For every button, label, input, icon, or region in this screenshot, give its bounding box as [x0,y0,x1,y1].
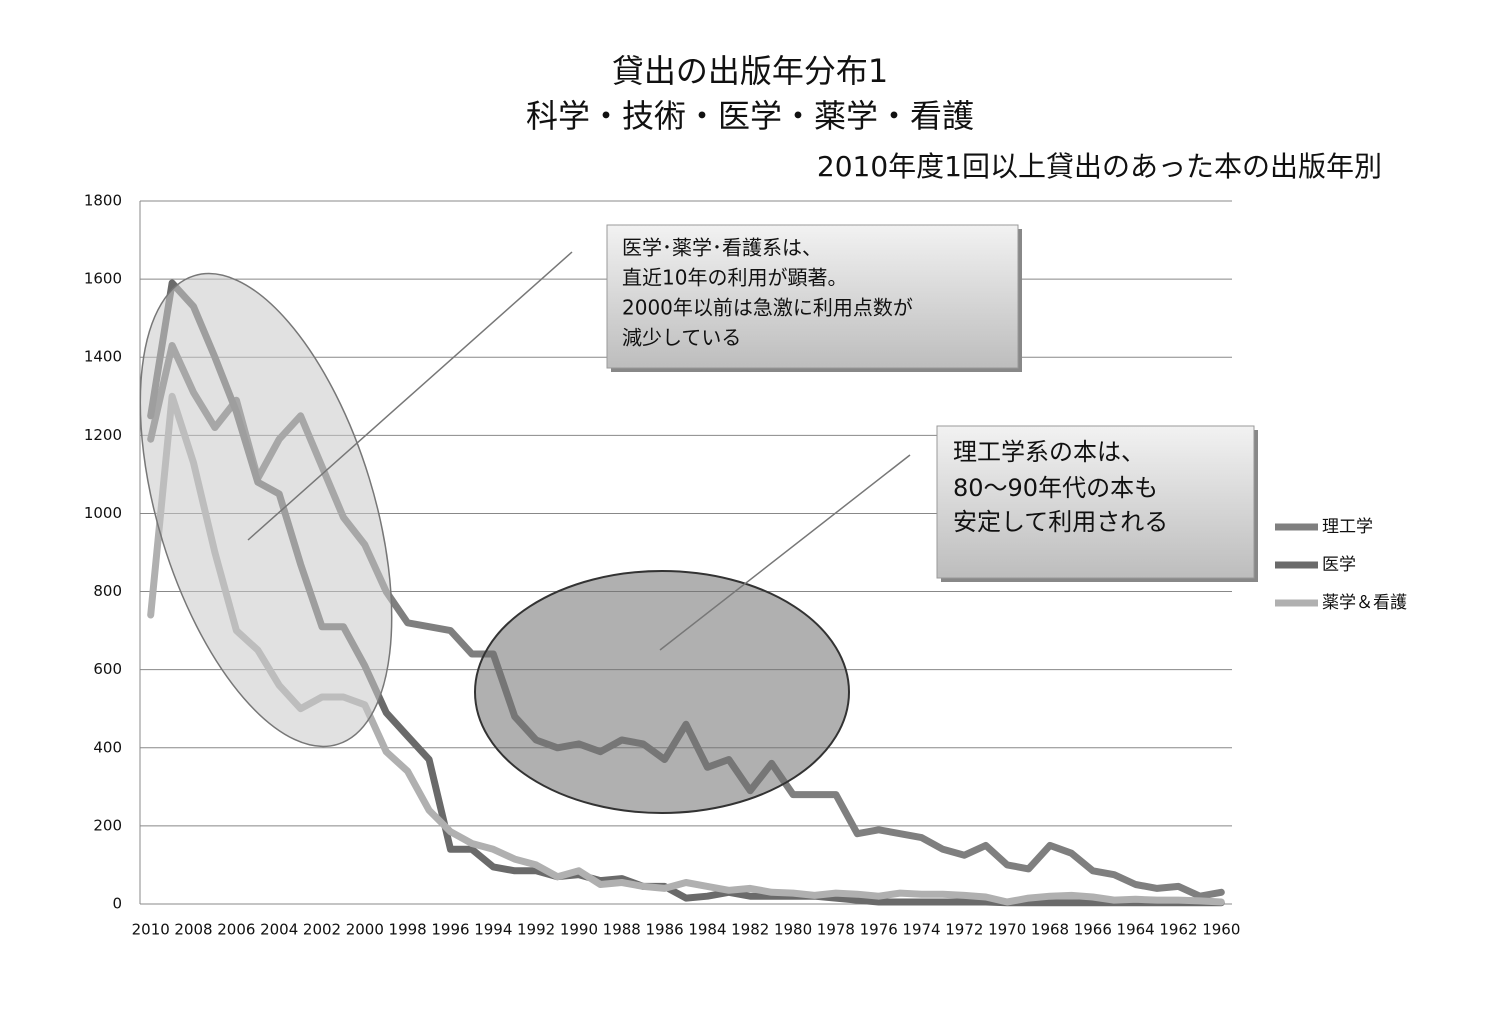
annotation: 2000年以前は急激に利用点数が [622,296,913,320]
annotation: 直近10年の利用が顕著。 [622,266,847,290]
chart-subtitle: 2010年度1回以上貸出のあった本の出版年別 [817,150,1382,183]
x-tick-label: 2000 [346,921,384,939]
x-tick-label: 1986 [645,921,683,939]
y-tick-label: 1000 [84,504,122,522]
x-tick-label: 1992 [517,921,555,939]
x-tick-label: 2002 [303,921,341,939]
annotation: 医学･薬学･看護系は、 [622,236,822,260]
x-tick-label: 1984 [688,921,726,939]
y-tick-label: 1800 [84,192,122,210]
x-tick-label: 1966 [1074,921,1112,939]
y-tick-label: 400 [93,738,122,756]
x-tick-label: 1962 [1159,921,1197,939]
callout-box [606,224,1019,369]
x-tick-label: 1994 [474,921,512,939]
y-tick-label: 600 [93,660,122,678]
x-tick-label: 1964 [1117,921,1155,939]
legend-label: 薬学＆看護 [1322,593,1407,613]
y-tick-label: 800 [93,582,122,600]
callout-box [936,425,1255,579]
y-tick-label: 1600 [84,270,122,288]
x-tick-label: 2010 [132,921,170,939]
x-tick-label: 1988 [603,921,641,939]
x-tick-label: 1974 [902,921,940,939]
x-tick-label: 2008 [174,921,212,939]
y-tick-label: 1400 [84,348,122,366]
callout-line [659,454,911,651]
x-tick-label: 1982 [731,921,769,939]
y-tick-label: 0 [112,895,122,913]
annotation: 安定して利用される [953,508,1168,536]
x-tick-label: 1968 [1031,921,1069,939]
legend-label: 医学 [1322,555,1356,575]
highlight-ellipse [474,570,850,814]
y-tick-label: 200 [93,816,122,834]
x-tick-label: 1972 [945,921,983,939]
x-tick-label: 1976 [860,921,898,939]
x-tick-label: 1990 [560,921,598,939]
x-tick-label: 1998 [389,921,427,939]
annotation: 理工学系の本は、 [953,438,1145,466]
chart-title: 科学・技術・医学・薬学・看護 [526,97,974,135]
chart-title: 貸出の出版年分布1 [612,52,888,90]
x-tick-label: 1970 [988,921,1026,939]
x-tick-label: 1978 [817,921,855,939]
annotation: 80〜90年代の本も [953,474,1158,502]
x-tick-label: 2004 [260,921,298,939]
x-tick-label: 2006 [217,921,255,939]
x-tick-label: 1980 [774,921,812,939]
highlight-ellipse [139,272,393,748]
callout-line [247,251,573,541]
x-tick-label: 1960 [1202,921,1240,939]
legend-label: 理工学 [1322,517,1373,537]
y-tick-label: 1200 [84,426,122,444]
x-tick-label: 1996 [431,921,469,939]
annotation: 減少している [622,326,741,350]
